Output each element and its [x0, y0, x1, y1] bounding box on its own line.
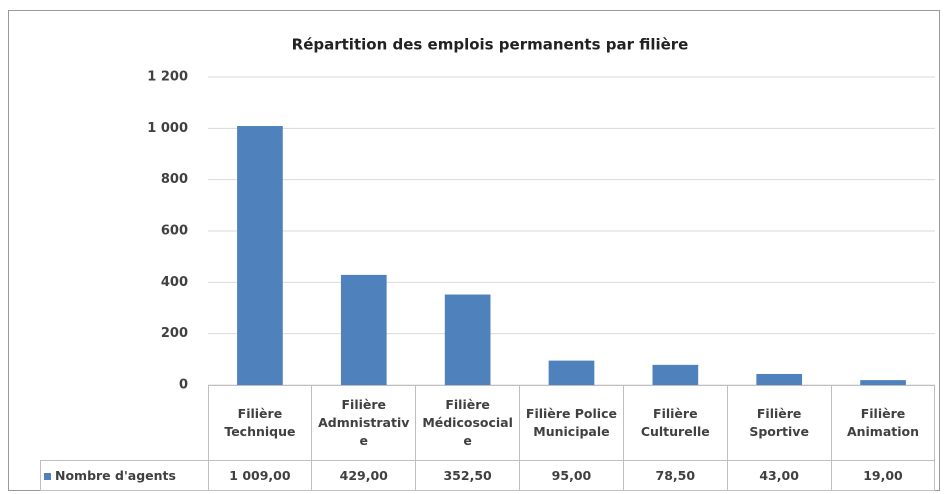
x-tick-label: Filière Police Municipale — [519, 385, 624, 461]
x-tick-label: Filière Animation — [830, 385, 936, 461]
y-tick-label: 600 — [161, 224, 188, 239]
value-label: 1 009,00 — [207, 460, 313, 491]
category-row: Filière Technique Filière Admnistrative Fi… — [40, 385, 936, 461]
y-tick-label: 400 — [161, 275, 188, 290]
bar — [756, 373, 803, 385]
bar — [652, 364, 699, 385]
y-tick-label: 1 000 — [147, 121, 188, 136]
value-row: Nombre d'agents 1 009,00 429,00 352,50 95,00… — [40, 460, 936, 491]
bar — [340, 274, 387, 385]
value-label: 78,50 — [622, 460, 728, 491]
bar — [237, 126, 283, 386]
y-tick-label: 800 — [161, 172, 188, 187]
y-tick-label: 0 — [179, 378, 188, 393]
value-label: 429,00 — [311, 460, 417, 491]
x-tick-label: Filière Médicosociale — [415, 385, 521, 461]
value-label: 19,00 — [830, 460, 936, 491]
bar — [444, 294, 491, 385]
bar — [860, 380, 906, 385]
value-label: 352,50 — [415, 460, 521, 491]
x-tick-label: Filière Culturelle — [622, 385, 728, 461]
legend-label: Nombre d'agents — [55, 467, 176, 483]
legend-cell: Nombre d'agents — [40, 460, 209, 491]
x-tick-label: Filière Admnistrative — [311, 385, 417, 461]
table-corner — [40, 385, 209, 461]
chart-title: Répartition des emplois permanents par f… — [292, 36, 689, 54]
bar — [548, 360, 595, 385]
legend-key — [44, 472, 51, 480]
data-table: Filière Technique Filière Admnistrative Fi… — [40, 385, 936, 491]
x-tick-label: Filière Technique — [207, 385, 313, 461]
x-tick-label: Filière Sportive — [726, 385, 832, 461]
value-label: 95,00 — [519, 460, 624, 491]
y-tick-label: 1 200 — [147, 70, 188, 85]
y-tick-label: 200 — [161, 326, 188, 341]
value-label: 43,00 — [726, 460, 832, 491]
